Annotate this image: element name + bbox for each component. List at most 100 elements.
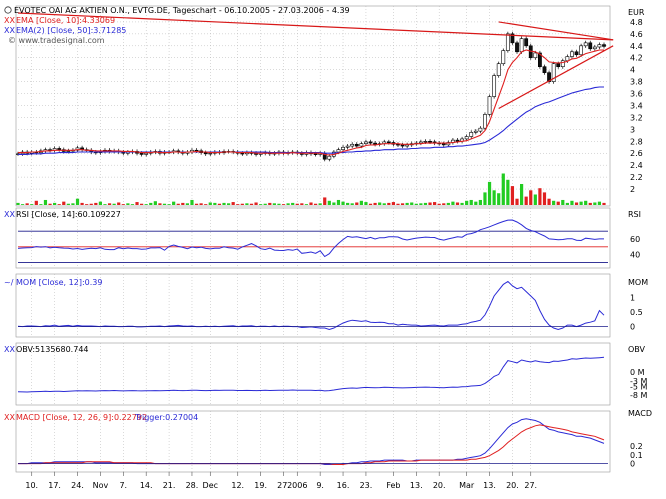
macd-axis-title: MACD (628, 409, 652, 418)
candle-body (469, 132, 474, 137)
volume-bar (336, 199, 341, 205)
volume-bar (437, 203, 441, 205)
volume-bar (126, 203, 130, 205)
volume-bar (295, 203, 299, 205)
candle-body (560, 60, 565, 67)
volume-bar (222, 202, 226, 205)
volume-bar (469, 199, 473, 205)
candle-body (473, 130, 478, 133)
candle-body (588, 42, 593, 50)
volume-bar (433, 202, 437, 205)
rsi-icon: XX (4, 210, 15, 219)
candle-body (556, 63, 561, 67)
volume-bar (208, 202, 212, 205)
volume-bar (75, 198, 80, 205)
volume-bar (501, 173, 505, 205)
candle-body (579, 45, 584, 56)
x-tick-label: 13. (483, 481, 496, 490)
mom-label: MOM [Close, 12]:0.39 (16, 278, 102, 287)
volume-bar (588, 202, 592, 205)
legend-macd: XX MACD [Close, 12, 26, 9]:0.22792 Trigg… (4, 409, 652, 422)
volume-bar (199, 203, 203, 205)
candle-body (441, 143, 446, 146)
volume-bar (204, 204, 208, 205)
x-tick-label: 24. (71, 481, 84, 490)
volume-bar (16, 202, 20, 205)
volume-bar (368, 203, 373, 205)
x-tick-label: Nov (93, 481, 109, 490)
volume-bar (25, 203, 29, 205)
volume-bar (190, 199, 194, 205)
price-tick-label: 3.8 (630, 78, 643, 87)
volume-bar (263, 203, 267, 205)
candle-body (487, 96, 492, 115)
candle-body (483, 114, 487, 129)
indicator-tick-label: -5 M (630, 383, 648, 392)
price-tick-label: 2 (630, 185, 635, 194)
volume-bar (153, 201, 157, 205)
axes: 2 2.2 2.4 2.6 2.8 3 3.2 3.4 3.6 3.8 4 4.2 4.4 4.6 4.8 4… (25, 18, 647, 490)
volume-bar (584, 200, 588, 205)
candle-body (423, 141, 428, 143)
volume-bar (20, 204, 25, 205)
x-tick-label: Mar (459, 481, 475, 490)
volume-bar (529, 190, 533, 205)
volume-bar (130, 204, 135, 205)
x-tick-label: 13. (410, 481, 423, 490)
volume-bar (597, 201, 602, 205)
candle-body (602, 44, 606, 47)
volume-bar (53, 202, 57, 205)
volume-bar (561, 199, 565, 205)
volume-bar (373, 202, 377, 205)
price-tick-label: 3 (630, 125, 635, 134)
candle-body (66, 150, 71, 152)
indicator-panels (17, 219, 608, 465)
volume-bar (579, 201, 583, 205)
indicator-tick-label: 0.2 (630, 442, 643, 451)
grid (15, 5, 611, 473)
legend-rsi: XX RSI [Close, 14]:60.109227 RSI (4, 210, 641, 219)
volume-bar (181, 202, 185, 205)
volume-bar (533, 194, 537, 205)
candle-body (327, 155, 332, 160)
candle-body (455, 139, 460, 142)
volume-bar (30, 204, 34, 205)
chart-title: EVOTEC OAI AG AKTIEN O.N., EVTG.DE, Tage… (14, 6, 350, 15)
volume-bar (538, 188, 542, 205)
indicator-line (17, 219, 604, 258)
candle-body (592, 46, 597, 50)
volume-bar (185, 203, 189, 205)
volume-bar (277, 203, 281, 205)
candle-body (597, 44, 602, 48)
volume-bar (556, 201, 560, 205)
candle-body (524, 38, 529, 47)
volume-bar (474, 201, 478, 205)
x-tick-label: 23. (360, 481, 373, 490)
volume-bar (391, 202, 396, 205)
candle-body (478, 127, 483, 132)
ema50-icon: XX (4, 26, 15, 35)
volume-bar (574, 202, 579, 205)
indicator-tick-label: 40 (630, 251, 640, 260)
price-tick-label: 2.6 (630, 149, 643, 158)
volume-bar (176, 203, 180, 205)
source-label: © www.tradesignal.com (8, 36, 105, 45)
indicator-tick-label: 1 (630, 293, 635, 302)
volume-bar (71, 203, 75, 205)
volume-bar (359, 200, 363, 205)
x-tick-label: 20. (433, 481, 446, 490)
volume-bar (245, 203, 249, 205)
volume-bar (89, 203, 93, 205)
candle-body (565, 56, 570, 62)
candle-body (313, 153, 318, 155)
volume-bar (602, 202, 606, 205)
volume-bar (240, 203, 244, 205)
legend-obv: XX OBV:5135680.744 OBV (4, 345, 646, 354)
candle-body (538, 52, 542, 67)
volume-bar (350, 203, 354, 205)
candle-body (446, 142, 451, 146)
volume-bar (94, 202, 98, 205)
volume-bar (483, 192, 487, 205)
x-tick-label: 28. (186, 481, 199, 490)
ema50-line (18, 86, 604, 155)
